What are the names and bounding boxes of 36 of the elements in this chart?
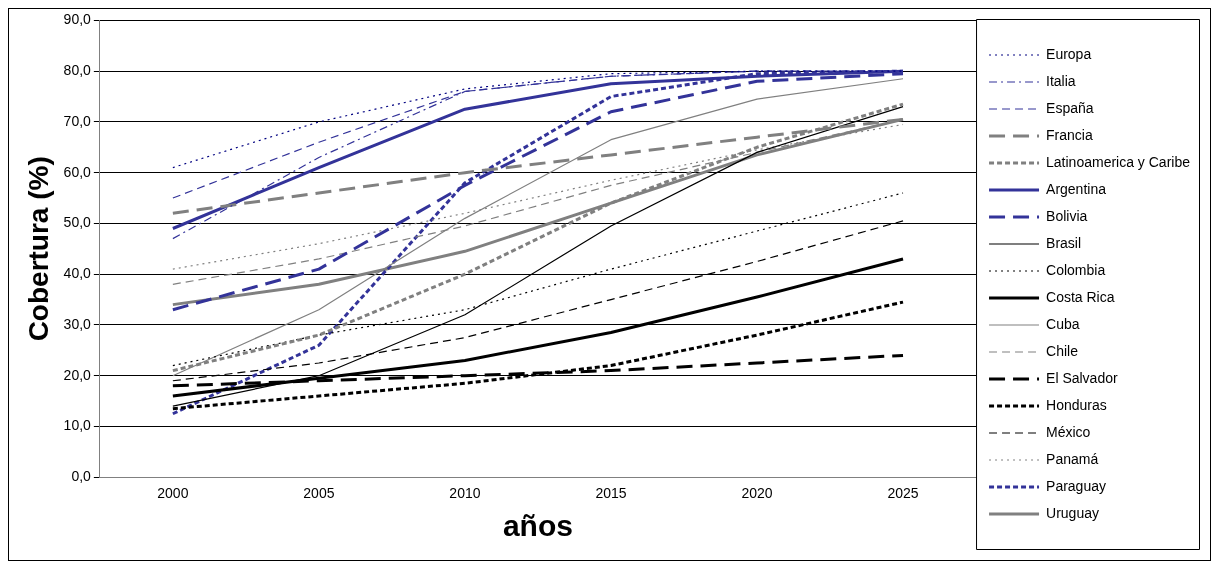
legend-label: Francia <box>1046 126 1093 143</box>
legend-label: Brasil <box>1046 234 1082 251</box>
legend-label: Colombia <box>1046 261 1106 278</box>
legend-label: México <box>1046 423 1091 440</box>
legend-label: El Salvador <box>1046 369 1118 386</box>
x-tick-label: 2000 <box>157 485 189 502</box>
y-tick-label: 60,0 <box>63 163 92 180</box>
y-tick-label: 30,0 <box>63 315 92 332</box>
y-tick-label: 80,0 <box>63 62 92 79</box>
y-tick-label: 0,0 <box>71 468 92 485</box>
legend-label: Latinoamerica y Caribe <box>1046 153 1191 170</box>
legend-label: España <box>1046 99 1094 116</box>
legend-label: Bolivia <box>1046 207 1088 224</box>
y-tick-label: 20,0 <box>63 366 92 383</box>
legend-label: Paraguay <box>1046 477 1106 494</box>
x-tick-label: 2015 <box>595 485 627 502</box>
legend-label: Costa Rica <box>1046 288 1115 305</box>
x-tick-label: 2020 <box>741 485 773 502</box>
x-tick-label: 2005 <box>303 485 335 502</box>
legend-label: Chile <box>1046 342 1079 359</box>
y-tick-label: 50,0 <box>63 214 92 231</box>
legend-label: Argentina <box>1046 180 1107 197</box>
legend-label: Italia <box>1046 72 1076 89</box>
y-tick-label: 70,0 <box>63 112 92 129</box>
x-axis-title: años <box>502 509 573 543</box>
x-tick-label: 2010 <box>449 485 481 502</box>
y-axis-title: Cobertura (%) <box>22 156 54 342</box>
legend-label: Europa <box>1046 45 1092 62</box>
x-tick-label: 2025 <box>887 485 919 502</box>
legend-label: Uruguay <box>1046 504 1099 521</box>
legend-label: Cuba <box>1046 315 1080 332</box>
y-tick-label: 10,0 <box>63 417 92 434</box>
legend-label: Panamá <box>1046 450 1099 467</box>
y-tick-label: 90,0 <box>63 11 92 28</box>
y-tick-label: 40,0 <box>63 265 92 282</box>
legend-label: Honduras <box>1046 396 1107 413</box>
